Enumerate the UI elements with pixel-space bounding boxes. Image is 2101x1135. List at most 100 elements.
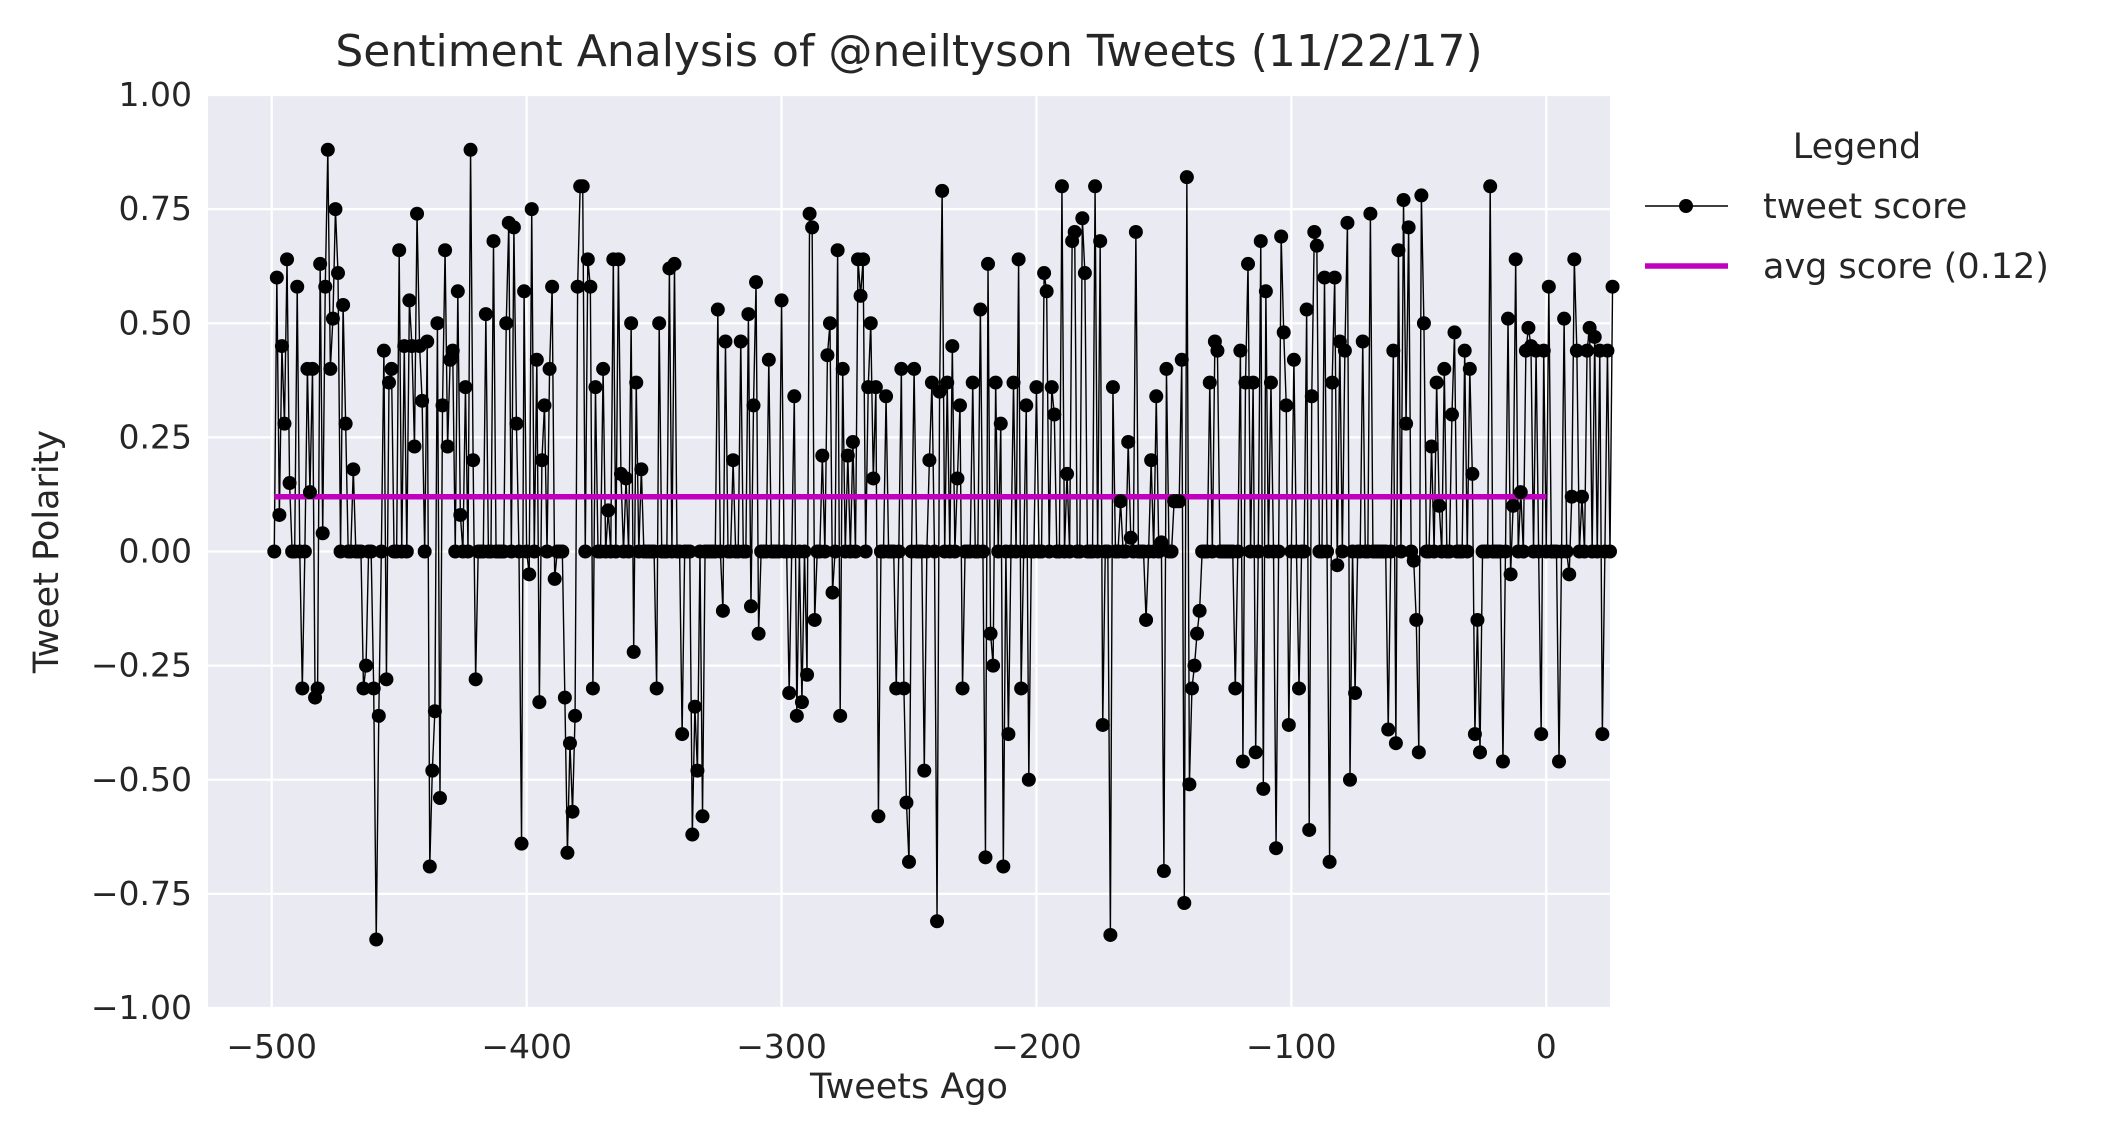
tweet-score-point <box>835 361 850 376</box>
tweet-score-point <box>410 206 425 221</box>
tweet-score-point <box>710 302 725 317</box>
tweet-score-point <box>1276 325 1291 340</box>
tweet-score-point <box>1299 302 1314 317</box>
y-tick-label: 0.75 <box>119 189 192 228</box>
tweet-score-point <box>514 836 529 851</box>
tweet-score-point <box>1388 736 1403 751</box>
tweet-score-point <box>364 544 379 559</box>
tweet-score-point <box>1047 407 1062 422</box>
tweet-score-point <box>749 275 764 290</box>
tweet-score-point <box>369 932 384 947</box>
tweet-score-point <box>565 804 580 819</box>
tweet-score-point <box>1029 380 1044 395</box>
tweet-score-point <box>649 681 664 696</box>
tweet-score-point <box>986 658 1001 673</box>
tweet-score-point <box>499 316 514 331</box>
tweet-score-point <box>973 302 988 317</box>
tweet-score-point <box>440 439 455 454</box>
tweet-score-point <box>1513 485 1528 500</box>
tweet-score-point <box>506 220 521 235</box>
tweet-score-point <box>817 544 832 559</box>
tweet-score-point <box>1424 439 1439 454</box>
tweet-score-point <box>1391 243 1406 258</box>
x-axis-label: Tweets Ago <box>809 1067 1008 1107</box>
tweet-score-point <box>305 361 320 376</box>
tweet-score-point <box>1498 544 1513 559</box>
tweet-score-point <box>807 612 822 627</box>
tweet-score-point <box>1536 343 1551 358</box>
tweet-score-point <box>366 681 381 696</box>
tweet-score-point <box>922 453 937 468</box>
tweet-score-point <box>1600 343 1615 358</box>
tweet-score-point <box>450 284 465 299</box>
tweet-score-point <box>833 708 848 723</box>
tweet-score-point <box>1503 567 1518 582</box>
tweet-score-point <box>879 389 894 404</box>
tweet-score-point <box>417 544 432 559</box>
tweet-score-point <box>575 179 590 194</box>
tweet-score-point <box>629 375 644 390</box>
tweet-score-point <box>1363 206 1378 221</box>
tweet-score-point <box>1281 717 1296 732</box>
y-tick-labels: −1.00 −0.75 −0.50 −0.25 0.00 0.25 0.50 0.75 1.00 <box>91 75 192 1027</box>
tweet-score-point <box>570 279 585 294</box>
tweet-score-point <box>302 485 317 500</box>
tweet-score-point <box>1164 544 1179 559</box>
tweet-score-point <box>935 183 950 198</box>
tweet-score-point <box>1393 544 1408 559</box>
tweet-score-point <box>899 795 914 810</box>
tweet-score-point <box>1182 777 1197 792</box>
tweet-score-point <box>331 266 345 281</box>
tweet-score-point <box>578 544 593 559</box>
tweet-score-point <box>1564 489 1579 504</box>
tweet-score-point <box>1251 544 1266 559</box>
tweet-score-point <box>415 393 430 408</box>
tweet-score-point <box>1327 270 1342 285</box>
tweet-score-point <box>950 471 965 486</box>
tweet-score-point <box>1159 361 1174 376</box>
tweet-score-point <box>1541 279 1556 294</box>
chart-title: Sentiment Analysis of @neiltyson Tweets … <box>335 26 1482 77</box>
tweet-score-point <box>1302 822 1317 837</box>
tweet-score-point <box>336 297 351 312</box>
tweet-score-point <box>634 462 649 477</box>
tweet-score-point <box>800 667 815 682</box>
tweet-score-point <box>297 544 312 559</box>
tweet-score-point <box>891 544 906 559</box>
tweet-score-point <box>1603 544 1617 559</box>
tweet-score-point <box>1067 224 1082 239</box>
tweet-score-point <box>509 416 524 431</box>
tweet-score-point <box>863 316 878 331</box>
tweet-score-point <box>560 845 575 860</box>
tweet-score-point <box>965 375 980 390</box>
tweet-score-point <box>596 361 611 376</box>
tweet-score-point <box>1271 544 1286 559</box>
tweet-score-point <box>547 571 562 586</box>
tweet-score-point <box>583 279 598 294</box>
tweet-score-point <box>1123 530 1138 545</box>
tweet-score-point <box>940 375 955 390</box>
tweet-score-point <box>695 809 710 824</box>
tweet-score-point <box>274 339 289 354</box>
tweet-score-point <box>1235 754 1250 769</box>
tweet-score-point <box>945 339 960 354</box>
tweet-score-point <box>420 334 435 349</box>
tweet-score-point <box>738 544 753 559</box>
tweet-score-point <box>830 243 845 258</box>
tweet-score-point <box>993 416 1008 431</box>
tweet-score-point <box>871 809 886 824</box>
tweet-score-point <box>1228 681 1243 696</box>
tweet-score-point <box>422 859 437 874</box>
tweet-score-point <box>1292 681 1307 696</box>
tweet-score-point <box>269 270 284 285</box>
tweet-score-point <box>1470 612 1485 627</box>
tweet-score-point <box>868 380 883 395</box>
legend-entries: tweet score avg score (0.12) <box>1645 187 2049 287</box>
tweet-score-point <box>1432 498 1447 513</box>
tweet-score-point <box>438 243 453 258</box>
tweet-score-point <box>1210 343 1225 358</box>
tweet-score-point <box>930 914 945 929</box>
tweet-score-point <box>1309 238 1324 253</box>
